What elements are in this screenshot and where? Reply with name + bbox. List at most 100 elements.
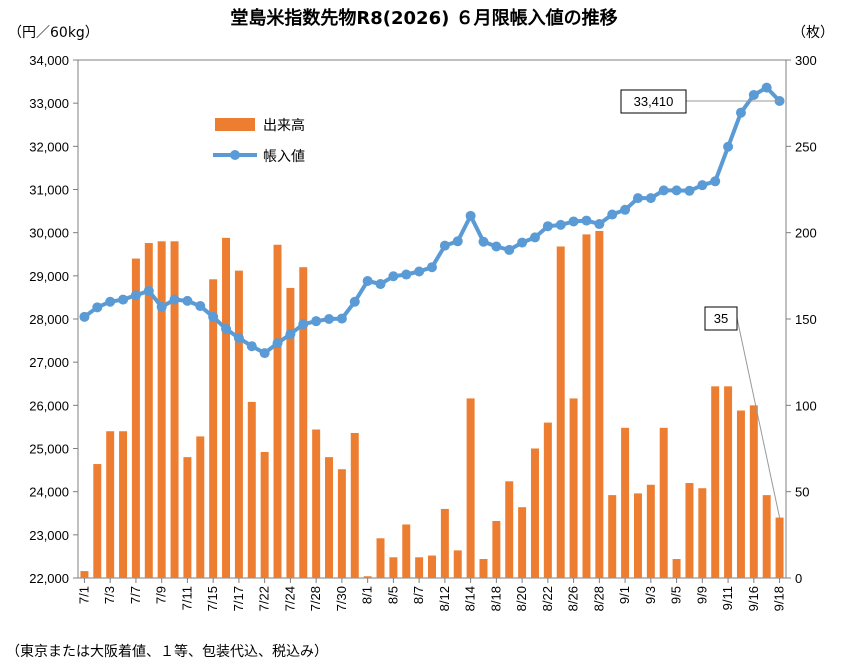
- right-tick-label: 200: [795, 226, 817, 241]
- settlement-point: [517, 237, 528, 248]
- volume-bar: [119, 431, 128, 578]
- settlement-point: [504, 244, 515, 255]
- settlement-point: [684, 185, 695, 196]
- settlement-point: [401, 269, 412, 280]
- volume-bar: [556, 246, 565, 579]
- left-tick-label: 31,000: [29, 183, 69, 198]
- settlement-point: [143, 285, 154, 296]
- callouts: 33,410 35: [620, 89, 781, 518]
- settlement-point: [182, 295, 193, 306]
- settlement-point: [130, 290, 141, 301]
- volume-bar: [505, 481, 514, 578]
- volume-bar: [260, 451, 269, 578]
- volume-bar: [621, 427, 630, 578]
- x-tick-label: 7/11: [179, 586, 194, 610]
- volume-bar: [350, 432, 359, 578]
- settlement-point: [195, 301, 206, 312]
- x-tick-label: 8/5: [385, 586, 400, 604]
- settlement-point: [208, 311, 219, 322]
- x-tick-label: 7/28: [308, 586, 323, 611]
- volume-bar: [286, 287, 295, 578]
- volume-bar: [569, 398, 578, 578]
- x-tick-label: 7/22: [257, 586, 272, 611]
- settlement-point: [349, 296, 360, 307]
- legend-bar-label: 出来高: [263, 117, 305, 134]
- volume-callout-leader: [736, 317, 781, 518]
- settlement-point: [298, 319, 309, 330]
- legend-line-marker: [230, 150, 240, 160]
- volume-bar: [646, 484, 655, 578]
- volume-bar: [543, 422, 552, 578]
- settlement-point: [221, 323, 232, 334]
- x-tick-label: 9/5: [669, 586, 684, 604]
- left-tick-label: 27,000: [29, 355, 69, 370]
- x-tick-label: 9/1: [617, 586, 632, 604]
- settlement-point: [118, 294, 129, 305]
- volume-bar: [144, 243, 153, 578]
- settlement-line-path: [83, 85, 782, 356]
- settlement-point: [555, 219, 566, 230]
- x-tick-label: 8/22: [540, 586, 555, 611]
- volume-bar: [196, 436, 205, 578]
- volume-bar: [131, 258, 140, 578]
- settlement-point: [375, 279, 386, 290]
- volume-bar: [466, 398, 475, 578]
- right-tick-label: 0: [795, 571, 802, 586]
- x-tick-label: 7/9: [154, 586, 169, 604]
- left-tick-label: 24,000: [29, 485, 69, 500]
- settlement-point: [581, 215, 592, 226]
- volume-bar: [608, 495, 617, 578]
- volume-bar: [595, 230, 604, 578]
- settlement-point: [414, 266, 425, 277]
- settlement-point: [697, 180, 708, 191]
- settlement-point: [542, 221, 553, 232]
- volume-bar: [183, 457, 192, 578]
- left-tick-label: 32,000: [29, 139, 69, 154]
- x-tick-label: 8/7: [411, 586, 426, 604]
- x-tick-label: 7/15: [205, 586, 220, 611]
- settlement-point: [285, 329, 296, 340]
- right-tick-label: 250: [795, 139, 817, 154]
- left-axis-unit: （円／60kg）: [8, 25, 99, 41]
- settlement-point: [465, 210, 476, 221]
- volume-bar: [337, 469, 346, 578]
- volume-bars: [80, 230, 784, 579]
- settlement-point: [491, 241, 502, 252]
- volume-bar: [440, 508, 449, 578]
- settlement-point: [735, 107, 746, 118]
- volume-bar: [209, 279, 218, 578]
- right-tick-label: 100: [795, 398, 817, 413]
- volume-bar: [530, 448, 539, 578]
- settlement-point: [427, 262, 437, 273]
- volume-bar: [479, 559, 488, 578]
- x-tick-label: 7/3: [102, 586, 117, 604]
- settlement-point: [156, 301, 167, 312]
- volume-bar: [428, 555, 436, 578]
- right-tick-label: 300: [795, 53, 817, 68]
- x-tick-label: 9/11: [720, 586, 735, 610]
- volume-bar: [453, 550, 462, 578]
- volume-callout-box: [704, 306, 738, 331]
- left-tick-label: 22,000: [29, 571, 69, 586]
- volume-bar: [93, 464, 102, 578]
- x-tick-label: 9/9: [694, 586, 709, 604]
- volume-bar: [659, 427, 668, 578]
- volume-bar: [170, 241, 179, 579]
- right-axis-unit: （枚）: [792, 25, 834, 41]
- settlement-line: [79, 82, 785, 359]
- x-tick-label: 7/24: [282, 586, 297, 611]
- settlement-point: [388, 271, 399, 282]
- x-tick-label: 8/20: [514, 586, 529, 611]
- settlement-point: [169, 294, 180, 305]
- volume-bar: [698, 488, 707, 578]
- settlement-point: [478, 236, 489, 247]
- volume-bar: [736, 410, 745, 578]
- x-tick-label: 8/14: [463, 586, 478, 611]
- volume-bar: [711, 386, 720, 578]
- left-tick-label: 34,000: [29, 53, 69, 68]
- price-callout-box: [620, 89, 687, 114]
- volume-bar: [582, 234, 591, 579]
- x-tick-label: 7/7: [128, 586, 143, 604]
- left-tick-label: 25,000: [29, 442, 69, 457]
